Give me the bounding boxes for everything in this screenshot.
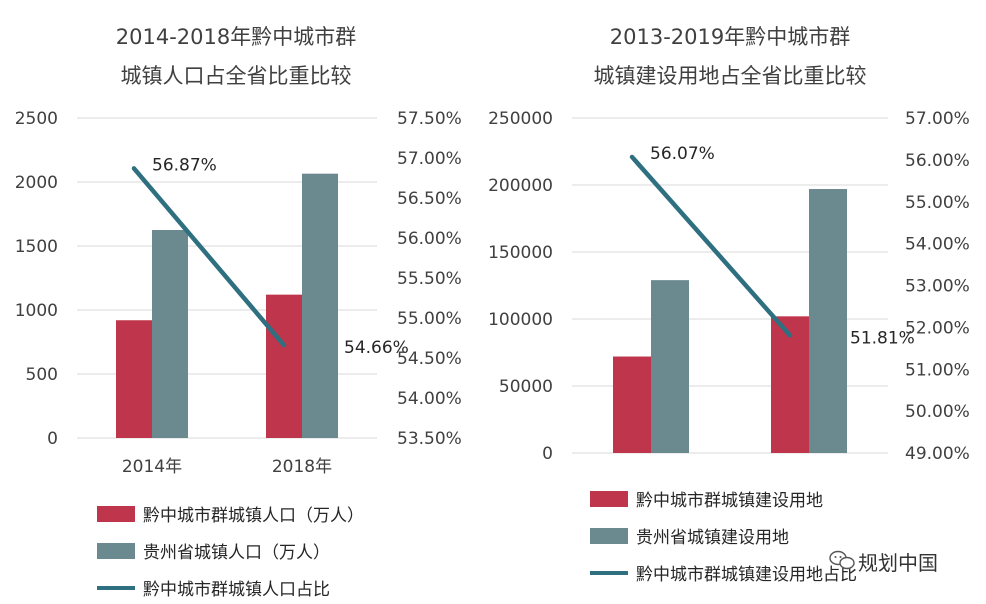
share-data-label: 56.07% xyxy=(650,144,715,164)
y-left-tick-label: 500 xyxy=(26,365,58,385)
y-right-tick-label: 53.50% xyxy=(397,429,462,449)
bar-province-0 xyxy=(152,230,188,438)
bar-city-0 xyxy=(613,356,651,453)
y-left-tick-label: 0 xyxy=(542,444,553,464)
x-category-label: 2014年 xyxy=(122,457,182,477)
watermark-text: 规划中国 xyxy=(858,551,938,575)
share-data-label: 56.87% xyxy=(152,155,217,175)
legend-label-population-share: 黔中城市群城镇人口占比 xyxy=(143,580,330,600)
wechat-icon xyxy=(829,550,855,570)
legend-swatch-city-population xyxy=(97,506,135,522)
y-right-tick-label: 54.00% xyxy=(905,235,970,255)
y-left-tick-label: 1500 xyxy=(15,237,58,257)
chart-subtitle: 城镇人口占全省比重比较 xyxy=(121,64,352,88)
legend-label-province-land: 贵州省城镇建设用地 xyxy=(636,528,789,548)
y-right-tick-label: 55.50% xyxy=(397,269,462,289)
share-data-label: 51.81% xyxy=(850,328,915,348)
chart-land: 2013-2019年黔中城市群 城镇建设用地占全省比重比较 56.07% 51.8… xyxy=(488,25,970,585)
y-right-tick-label: 55.00% xyxy=(905,193,970,213)
y-left-tick-label: 50000 xyxy=(499,377,553,397)
watermark: 规划中国 xyxy=(829,550,938,575)
legend-label-land-share: 黔中城市群城镇建设用地占比 xyxy=(636,565,857,585)
y-right-tick-label: 54.50% xyxy=(397,349,462,369)
y-left-tick-label: 2500 xyxy=(15,109,58,129)
y-right-tick-label: 49.00% xyxy=(905,444,970,464)
y-right-tick-label: 55.00% xyxy=(397,309,462,329)
y-right-tick-label: 52.00% xyxy=(905,318,970,338)
y-right-tick-label: 57.00% xyxy=(397,149,462,169)
y-left-tick-label: 100000 xyxy=(488,310,553,330)
y-right-tick-label: 54.00% xyxy=(397,389,462,409)
bar-province-1 xyxy=(809,189,847,453)
y-right-tick-label: 56.50% xyxy=(397,189,462,209)
y-right-tick-label: 57.50% xyxy=(397,109,462,129)
y-right-tick-label: 56.00% xyxy=(397,229,462,249)
y-right-tick-label: 50.00% xyxy=(905,402,970,422)
y-left-tick-label: 0 xyxy=(47,429,58,449)
legend-swatch-city-land xyxy=(590,491,628,507)
y-left-tick-label: 1000 xyxy=(15,301,58,321)
share-line xyxy=(629,154,793,338)
x-category-label: 2018年 xyxy=(272,457,332,477)
legend-swatch-province-population xyxy=(97,543,135,559)
legend-label-city-population: 黔中城市群城镇人口（万人） xyxy=(143,506,364,526)
chart-subtitle: 城镇建设用地占全省比重比较 xyxy=(594,64,867,88)
chart-title: 2014-2018年黔中城市群 xyxy=(116,25,356,49)
y-left-tick-label: 150000 xyxy=(488,243,553,263)
legend-label-province-population: 贵州省城镇人口（万人） xyxy=(143,543,330,563)
y-left-tick-label: 250000 xyxy=(488,109,553,129)
bar-city-0 xyxy=(116,320,152,438)
y-right-tick-label: 53.00% xyxy=(905,277,970,297)
bar-city-1 xyxy=(266,294,302,438)
y-right-tick-label: 57.00% xyxy=(905,109,970,129)
y-right-tick-label: 51.00% xyxy=(905,360,970,380)
share-data-label: 54.66% xyxy=(344,338,409,358)
chart-title: 2013-2019年黔中城市群 xyxy=(610,25,850,49)
bar-city-1 xyxy=(771,316,809,453)
legend-swatch-province-land xyxy=(590,528,628,544)
chart-population: 2014-2018年黔中城市群 城镇人口占全省比重比较 56.87% 54.66%… xyxy=(15,25,462,600)
y-left-tick-label: 200000 xyxy=(488,176,553,196)
bar-province-0 xyxy=(651,280,689,453)
share-line xyxy=(131,166,287,348)
y-left-tick-label: 2000 xyxy=(15,173,58,193)
bar-province-1 xyxy=(302,173,338,438)
y-right-tick-label: 56.00% xyxy=(905,151,970,171)
legend-label-city-land: 黔中城市群城镇建设用地 xyxy=(636,491,823,511)
